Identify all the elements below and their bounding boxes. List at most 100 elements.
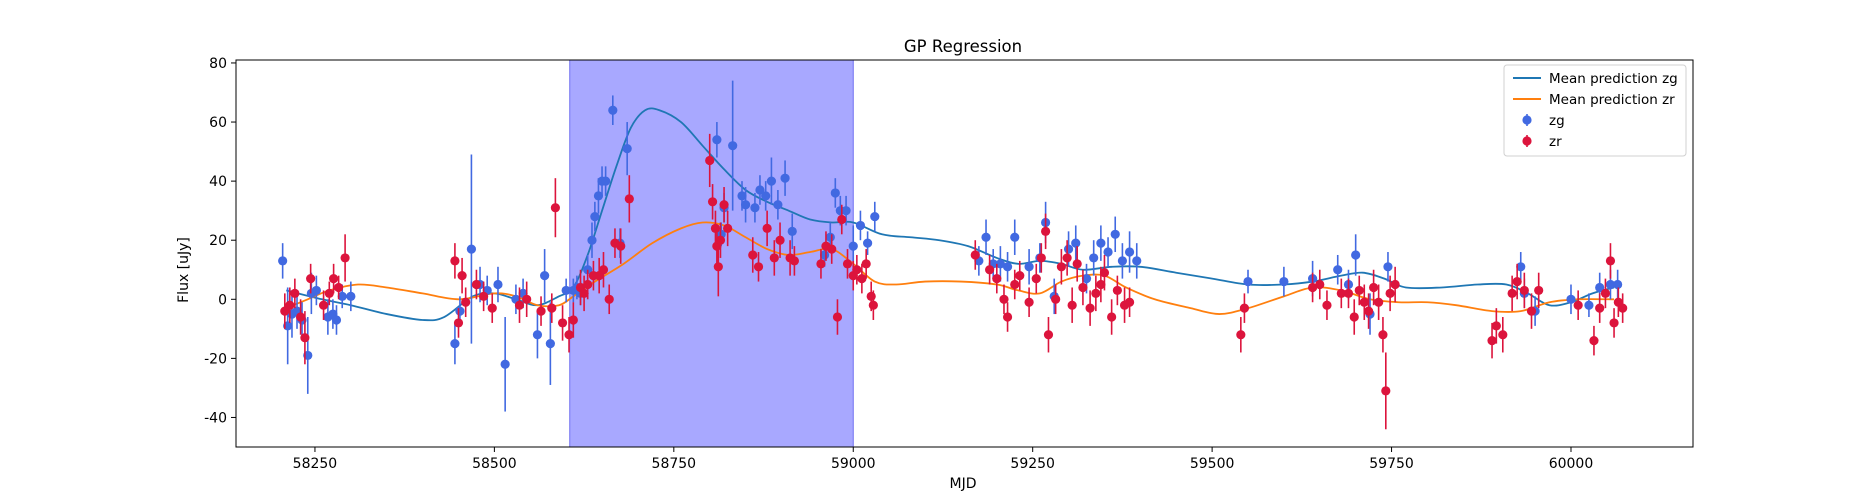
data-point-zr	[1036, 243, 1046, 273]
data-point-zg	[540, 249, 550, 303]
marker	[337, 291, 347, 301]
marker	[1243, 276, 1253, 287]
data-point-zr	[579, 275, 589, 312]
marker	[1534, 285, 1544, 296]
data-point-zg	[346, 281, 356, 312]
marker	[616, 241, 626, 251]
marker	[593, 191, 604, 201]
data-point-zr	[616, 228, 626, 264]
marker	[290, 288, 300, 298]
data-point-zg	[870, 201, 880, 232]
data-point-zg	[755, 175, 765, 205]
data-point-zr	[713, 237, 723, 297]
marker	[999, 294, 1009, 304]
data-point-zg	[712, 122, 722, 158]
marker	[547, 303, 557, 313]
data-point-zg	[1243, 269, 1253, 294]
data-point-zg	[1516, 252, 1526, 282]
data-point-zr	[1363, 293, 1374, 329]
marker	[787, 226, 797, 236]
marker	[493, 279, 503, 290]
y-tick-label: 0	[218, 292, 227, 308]
data-point-zg	[1103, 237, 1113, 267]
data-point-zr	[1056, 249, 1066, 285]
data-point-zr	[1062, 240, 1072, 276]
data-point-zr	[1512, 263, 1522, 300]
data-point-zr	[999, 284, 1009, 315]
data-point-zr	[1085, 290, 1095, 326]
y-axis-label: Flux [uJy]	[176, 237, 192, 303]
marker	[1062, 253, 1072, 263]
data-point-zr	[1491, 308, 1501, 344]
marker	[1595, 282, 1605, 293]
data-point-zr	[1322, 290, 1332, 320]
data-point-zr	[1112, 275, 1122, 306]
marker	[766, 176, 777, 186]
marker	[295, 312, 306, 322]
data-point-zr	[1526, 293, 1537, 329]
marker	[453, 318, 464, 328]
marker	[1031, 274, 1041, 284]
marker	[710, 223, 721, 233]
marker	[579, 288, 589, 298]
marker	[1383, 262, 1393, 272]
marker	[825, 232, 835, 242]
marker	[311, 285, 321, 296]
marker	[1381, 386, 1391, 396]
data-point-zg	[728, 80, 738, 211]
marker	[1526, 306, 1537, 316]
data-point-zr	[522, 281, 532, 318]
marker	[1566, 294, 1576, 304]
marker	[1096, 279, 1106, 290]
marker	[1605, 279, 1616, 290]
data-point-zr	[1343, 278, 1354, 309]
marker	[863, 238, 873, 248]
marker	[816, 259, 826, 269]
data-point-zg	[1089, 240, 1099, 276]
data-point-zr	[985, 254, 995, 285]
data-point-zr	[1595, 293, 1605, 323]
data-point-zr	[1507, 275, 1517, 312]
data-point-zg	[773, 189, 783, 220]
marker	[1081, 274, 1092, 284]
marker	[755, 185, 765, 195]
marker	[1336, 288, 1346, 298]
data-point-zg	[311, 275, 321, 306]
data-point-zg	[1566, 284, 1576, 315]
data-point-zr	[710, 210, 721, 247]
data-point-zg	[500, 317, 510, 412]
data-point-zr	[1609, 308, 1619, 338]
marker	[331, 315, 342, 325]
legend-label: zr	[1549, 134, 1562, 150]
x-tick-label: 59000	[831, 456, 876, 472]
marker	[540, 271, 550, 281]
data-point-zg	[1024, 249, 1034, 285]
marker	[1498, 330, 1508, 340]
data-point-zg	[981, 219, 991, 255]
marker	[1600, 288, 1611, 298]
data-point-zr	[1498, 317, 1508, 353]
x-tick-label: 59750	[1369, 456, 1414, 472]
marker	[866, 291, 876, 301]
marker	[1132, 256, 1142, 266]
data-point-zr	[842, 249, 853, 279]
data-point-zr	[1015, 260, 1025, 291]
data-point-zr	[1336, 278, 1346, 309]
marker	[1024, 262, 1034, 272]
marker	[1349, 312, 1359, 322]
marker	[487, 303, 497, 313]
marker	[981, 232, 991, 242]
data-point-zr	[536, 296, 546, 326]
marker	[728, 141, 738, 151]
marker	[601, 176, 611, 186]
data-point-zr	[306, 263, 316, 294]
marker	[748, 250, 758, 260]
data-point-zr	[1385, 275, 1395, 312]
data-point-zr	[1589, 325, 1599, 356]
marker	[1359, 297, 1369, 307]
data-point-zr	[1078, 269, 1088, 306]
data-point-zg	[1132, 243, 1142, 279]
marker	[1609, 318, 1619, 328]
marker	[587, 235, 597, 245]
